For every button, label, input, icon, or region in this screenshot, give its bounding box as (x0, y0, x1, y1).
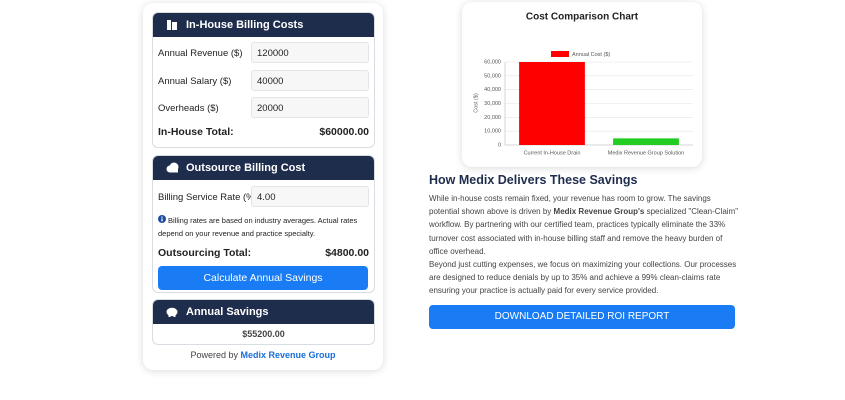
section-title: In-House Billing Costs (186, 19, 304, 31)
calculator-card: In-House Billing Costs Annual Revenue ($… (143, 3, 383, 370)
legend-swatch (551, 51, 569, 57)
y-axis-label: Cost ($) (473, 93, 479, 113)
y-tick-label: 0 (498, 142, 501, 148)
footer-brand[interactable]: Medix Revenue Group (240, 350, 336, 360)
y-tick-label: 40,000 (484, 87, 501, 93)
y-tick-label: 30,000 (484, 101, 501, 107)
savings-value: $55200.00 (242, 329, 285, 339)
total-value: $60000.00 (319, 126, 369, 138)
paragraph: While in-house costs remain fixed, your … (429, 192, 739, 258)
cloud-icon (166, 162, 179, 173)
section-title: Outsource Billing Cost (186, 162, 306, 174)
y-tick-label: 60,000 (484, 59, 501, 65)
info-icon (158, 215, 166, 223)
revenue-input[interactable]: 120000 (251, 42, 369, 63)
salary-input[interactable]: 40000 (251, 70, 369, 91)
outsource-section: Outsource Billing Cost Billing Service R… (152, 155, 375, 293)
section-header: Outsource Billing Cost (153, 156, 374, 180)
x-tick-label: Medix Revenue Group Solution (608, 150, 684, 156)
overheads-input[interactable]: 20000 (251, 97, 369, 118)
article-heading: How Medix Delivers These Savings (429, 173, 638, 187)
footer: Powered by Medix Revenue Group (143, 350, 383, 360)
total-label: Outsourcing Total: (158, 247, 252, 259)
savings-section: Annual Savings $55200.00 (152, 299, 375, 345)
brand-text: Medix Revenue Group's (553, 207, 645, 217)
section-header: Annual Savings (153, 300, 374, 324)
y-tick-label: 10,000 (484, 129, 501, 135)
calculate-button[interactable]: Calculate Annual Savings (158, 266, 368, 290)
text: specialized "Clean-Claim" workflow. By p… (429, 207, 739, 256)
download-button[interactable]: DOWNLOAD DETAILED ROI REPORT (429, 305, 735, 329)
section-header: In-House Billing Costs (153, 13, 374, 37)
field-label: Billing Service Rate (%) (158, 192, 258, 203)
field-label: Overheads ($) (158, 103, 219, 114)
inhouse-section: In-House Billing Costs Annual Revenue ($… (152, 12, 375, 148)
section-title: Annual Savings (186, 306, 269, 318)
y-tick-label: 20,000 (484, 115, 501, 121)
total-value: $4800.00 (325, 247, 369, 259)
rate-input[interactable]: 4.00 (251, 186, 369, 207)
footer-text: Powered by (190, 350, 238, 360)
bar (519, 62, 585, 145)
text: While in-house costs remain fixed, your … (429, 194, 711, 217)
bar (613, 138, 679, 145)
total-label: In-House Total: (158, 126, 234, 138)
chart-card: Cost Comparison Chart Cost ($) 0 10,000 20… (462, 2, 702, 167)
building-icon (167, 20, 177, 30)
piggy-icon (166, 307, 178, 317)
info-note: Billing rates are based on industry aver… (158, 216, 358, 238)
legend-label: Annual Cost ($) (572, 52, 610, 58)
field-label: Annual Revenue ($) (158, 48, 243, 59)
article-body: While in-house costs remain fixed, your … (429, 192, 739, 298)
chart-title: Cost Comparison Chart (526, 12, 639, 23)
field-label: Annual Salary ($) (158, 76, 232, 87)
y-tick-label: 50,000 (484, 73, 501, 79)
chart: Cost Comparison Chart Cost ($) 0 10,000 20… (473, 12, 693, 156)
paragraph: Beyond just cutting expenses, we focus o… (429, 260, 737, 296)
x-tick-label: Current In-House Drain (524, 150, 581, 156)
